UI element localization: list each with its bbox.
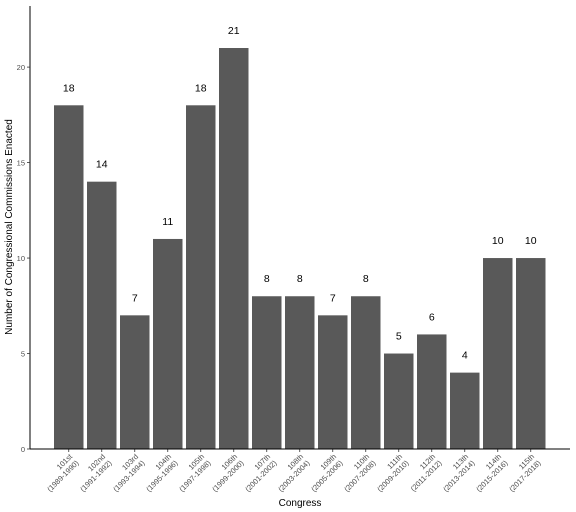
- x-tick-label-2: 102nd(1991-1992): [72, 452, 114, 494]
- bar-1: [54, 105, 84, 450]
- y-tick-label-0: 0: [21, 445, 25, 454]
- x-tick-label-9: 109th(2005-2006): [303, 452, 345, 494]
- x-tick-label-5: 105th(1997-1998): [171, 452, 213, 494]
- y-tick-label-15: 15: [17, 159, 25, 168]
- x-axis-title: Congress: [279, 498, 322, 509]
- bar-11: [384, 353, 414, 449]
- x-axis: 101st(1989-1990) 102nd(1991-1992) 103rd(19…: [30, 448, 570, 494]
- x-tick-label-12: 112th(2011-2012): [402, 452, 444, 494]
- bar-6: [219, 48, 249, 450]
- y-tick-label-5: 5: [21, 350, 25, 359]
- bar-labels-layer: 18 14 7 11 18 21 8 8 7 8 5 6 4 10 10: [63, 25, 537, 362]
- bar-9: [318, 315, 348, 449]
- bar-value-label-9: 7: [330, 292, 336, 304]
- x-tick-label-4: 104th(1995-1996): [138, 452, 180, 494]
- bar-value-label-10: 8: [363, 273, 369, 285]
- x-tick-label-7: 107th(2001-2002): [237, 452, 279, 494]
- x-tick-label-14: 114th(2015-2016): [468, 452, 510, 494]
- bar-8: [285, 296, 315, 449]
- bar-5: [186, 105, 216, 450]
- x-tick-label-3: 103rd(1993-1994): [105, 452, 147, 494]
- bar-value-label-2: 14: [96, 159, 108, 171]
- bar-12: [417, 334, 447, 449]
- bar-value-label-14: 10: [492, 235, 504, 247]
- x-tick-label-10: 110th(2007-2008): [336, 452, 378, 494]
- bars-layer: [54, 48, 546, 450]
- bar-2: [87, 181, 117, 449]
- bar-value-label-15: 10: [525, 235, 537, 247]
- bar-value-label-12: 6: [429, 311, 435, 323]
- bar-value-label-6: 21: [228, 25, 240, 37]
- bar-value-label-4: 11: [162, 216, 173, 228]
- x-tick-label-15: 115th(2017-2018): [501, 452, 543, 494]
- bar-value-label-5: 18: [195, 82, 207, 94]
- y-tick-label-10: 10: [17, 254, 25, 263]
- x-tick-label-1: 101st(1989-1990): [39, 451, 81, 493]
- bar-3: [120, 315, 150, 449]
- bar-value-label-11: 5: [396, 331, 402, 343]
- bar-value-label-13: 4: [462, 350, 468, 362]
- bar-4: [153, 238, 183, 449]
- bar-15: [516, 258, 546, 449]
- y-tick-label-20: 20: [17, 63, 25, 72]
- bar-value-label-3: 7: [132, 292, 138, 304]
- bar-13: [450, 372, 480, 449]
- x-tick-label-6: 106th(1999-2000): [204, 452, 246, 494]
- bar-7: [252, 296, 282, 449]
- bar-10: [351, 296, 381, 449]
- bar-value-label-8: 8: [297, 273, 303, 285]
- y-axis-title: Number of Congressional Commissions Enac…: [4, 119, 15, 335]
- x-tick-label-8: 108th(2003-2004): [270, 452, 312, 494]
- bar-14: [483, 258, 513, 449]
- y-axis: 0 5 10 15 20: [17, 6, 31, 454]
- bar-value-label-1: 18: [63, 82, 75, 94]
- bar-value-label-7: 8: [264, 273, 270, 285]
- x-tick-label-13: 113th(2013-2014): [435, 452, 477, 494]
- x-tick-label-11: 111th(2009-2010): [369, 452, 411, 494]
